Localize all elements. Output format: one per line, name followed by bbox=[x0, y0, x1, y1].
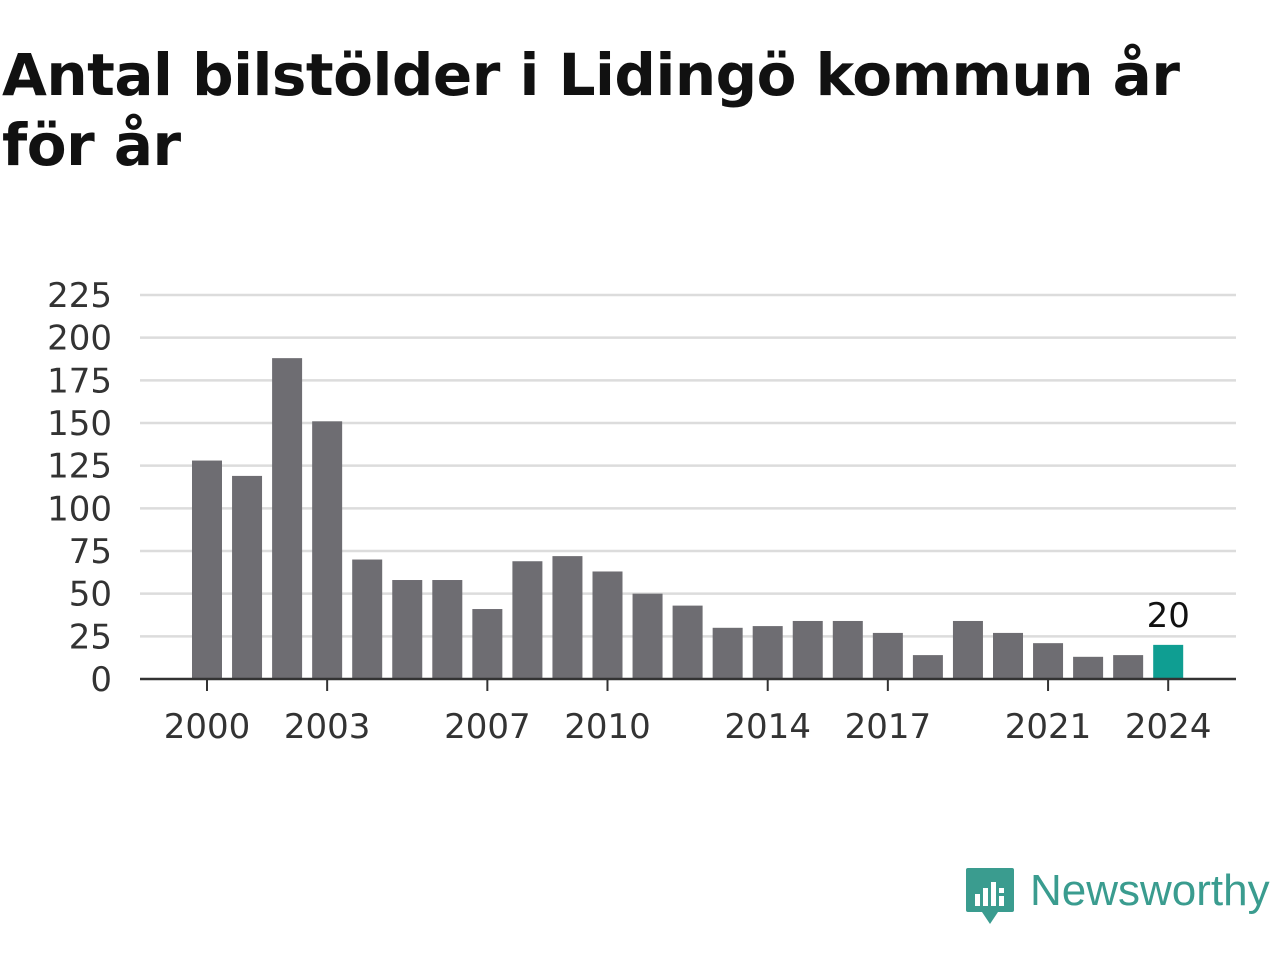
x-tick-label: 2007 bbox=[444, 707, 531, 747]
y-tick-label: 25 bbox=[69, 617, 112, 657]
bar-2012 bbox=[672, 605, 703, 679]
y-tick-label: 75 bbox=[69, 532, 112, 572]
bar-2016 bbox=[832, 620, 863, 679]
chart-title: Antal bilstölder i Lidingö kommun år för… bbox=[2, 41, 1180, 179]
y-tick-label: 100 bbox=[47, 489, 112, 529]
y-tick-label: 225 bbox=[47, 276, 112, 316]
bars bbox=[192, 358, 1184, 679]
x-tick-label: 2010 bbox=[564, 707, 651, 747]
bar-2002 bbox=[272, 358, 303, 679]
bar-2019 bbox=[952, 620, 983, 679]
bar-2017 bbox=[872, 632, 903, 679]
bar-2009 bbox=[552, 556, 583, 679]
bar-2022 bbox=[1073, 656, 1104, 679]
bar-2000 bbox=[192, 460, 222, 679]
bar-2003 bbox=[312, 421, 343, 679]
x-tick-label: 2021 bbox=[1005, 707, 1092, 747]
gridlines bbox=[140, 293, 1236, 638]
bar-2001 bbox=[232, 475, 263, 679]
bar-2004 bbox=[352, 559, 383, 679]
y-tick-label: 125 bbox=[47, 447, 112, 487]
y-tick-label: 0 bbox=[90, 660, 112, 700]
y-tick-label: 150 bbox=[47, 404, 112, 444]
bar-2007 bbox=[472, 609, 503, 679]
bar-2013 bbox=[712, 627, 743, 679]
bar-2023 bbox=[1113, 655, 1144, 679]
x-tick-label: 2014 bbox=[724, 707, 811, 747]
bar-2010 bbox=[592, 571, 623, 679]
y-tick-label: 50 bbox=[69, 575, 112, 615]
bar-2021 bbox=[1033, 643, 1064, 679]
bar-2008 bbox=[512, 561, 543, 679]
x-tick-label: 2024 bbox=[1125, 707, 1212, 747]
bar-2014 bbox=[752, 626, 783, 679]
bar-2005 bbox=[392, 580, 423, 679]
x-tick-label: 2003 bbox=[284, 707, 371, 747]
newsworthy-logo-icon bbox=[966, 868, 1014, 924]
bar-2011 bbox=[632, 593, 663, 679]
bar-2015 bbox=[792, 620, 823, 679]
data-labels: 20 bbox=[1147, 596, 1190, 636]
bar-2020 bbox=[993, 632, 1023, 679]
data-label: 20 bbox=[1147, 596, 1190, 636]
y-tick-label: 175 bbox=[47, 361, 112, 401]
bar-2024 bbox=[1153, 644, 1184, 679]
x-tick-label: 2017 bbox=[845, 707, 932, 747]
brand-logo: Newsworthy bbox=[964, 864, 1270, 928]
bar-2006 bbox=[432, 580, 463, 679]
x-axis-ticks: 2000 2003 2007 2010 2014 2017 2021 2024 bbox=[164, 679, 1212, 747]
x-tick-label: 2000 bbox=[164, 707, 251, 747]
brand-name: Newsworthy bbox=[1030, 866, 1270, 915]
bar-2018 bbox=[912, 655, 943, 679]
y-tick-label: 200 bbox=[47, 319, 112, 359]
